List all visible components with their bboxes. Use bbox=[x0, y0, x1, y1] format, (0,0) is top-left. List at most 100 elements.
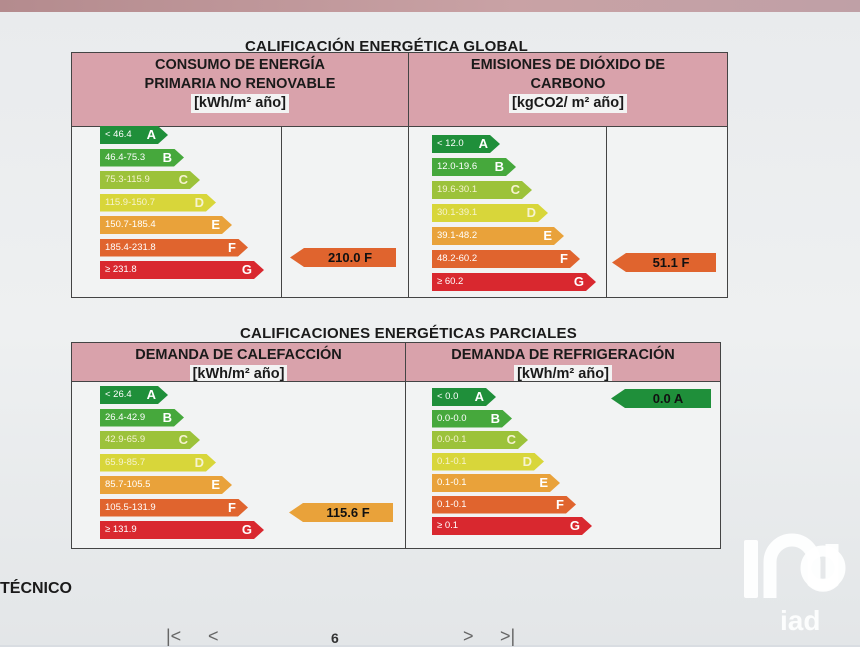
band-letter: A bbox=[474, 389, 484, 404]
band-letter: C bbox=[510, 182, 520, 197]
band-range-label: 39.1-48.2 bbox=[437, 230, 478, 241]
energy-band-a: < 0.0 A bbox=[432, 388, 496, 406]
energy-band-g: ≥ 231.8 G bbox=[100, 261, 264, 279]
emisiones-header: EMISIONES DE DIÓXIDO DE CARBONO [kgCO2/ … bbox=[409, 53, 727, 126]
band-range-label: 12.0-19.6 bbox=[437, 161, 478, 172]
iad-logo: iad bbox=[744, 533, 846, 634]
band-letter: F bbox=[228, 239, 236, 255]
band-letter: B bbox=[494, 159, 504, 174]
band-letter: D bbox=[194, 454, 204, 470]
band-letter: E bbox=[211, 477, 220, 492]
energy-band-b: 46.4-75.3 B bbox=[100, 149, 184, 167]
band-range-label: 48.2-60.2 bbox=[437, 253, 478, 264]
partial-title: CALIFICACIONES ENERGÉTICAS PARCIALES bbox=[240, 325, 577, 342]
band-letter: G bbox=[241, 262, 252, 277]
band-letter: B bbox=[162, 409, 172, 425]
energy-band-d: 0.1-0.1 D bbox=[432, 453, 544, 471]
consumo-rating-indicator: 210.0 F bbox=[290, 248, 396, 267]
energy-band-g: ≥ 0.1 G bbox=[432, 517, 592, 535]
consumo-header: CONSUMO DE ENERGÍA PRIMARIA NO RENOVABLE… bbox=[72, 53, 408, 126]
prev-page-button[interactable]: < bbox=[208, 626, 219, 646]
band-range-label: 150.7-185.4 bbox=[105, 219, 156, 230]
document-page: CALIFICACIÓN ENERGÉTICA GLOBAL CONSUMO D… bbox=[0, 12, 860, 646]
band-letter: E bbox=[539, 475, 548, 490]
energy-band-e: 150.7-185.4 E bbox=[100, 216, 232, 234]
band-range-label: 30.1-39.1 bbox=[437, 207, 478, 218]
energy-band-c: 42.9-65.9 C bbox=[100, 431, 200, 449]
band-letter: D bbox=[194, 194, 204, 210]
band-range-label: 0.1-0.1 bbox=[437, 455, 467, 467]
band-letter: A bbox=[478, 136, 488, 151]
refrigeracion-rating-indicator: 0.0 A bbox=[611, 389, 711, 408]
band-range-label: 0.0-0.1 bbox=[437, 434, 467, 445]
band-letter: B bbox=[490, 410, 500, 426]
refrigeracion-unit: [kWh/m² año] bbox=[514, 365, 612, 384]
band-range-label: ≥ 131.9 bbox=[105, 524, 137, 535]
band-range-label: 115.9-150.7 bbox=[105, 196, 156, 208]
emisiones-header-line1: EMISIONES DE DIÓXIDO DE bbox=[470, 57, 666, 73]
calefaccion-header: DEMANDA DE CALEFACCIÓN [kWh/m² año] bbox=[72, 343, 405, 384]
energy-band-c: 0.0-0.1 C bbox=[432, 431, 528, 449]
energy-band-g: ≥ 60.2 G bbox=[432, 273, 596, 291]
top-bar bbox=[0, 0, 860, 12]
band-range-label: 85.7-105.5 bbox=[105, 479, 151, 490]
energy-band-d: 65.9-85.7 D bbox=[100, 454, 216, 472]
energy-band-b: 12.0-19.6 B bbox=[432, 158, 516, 176]
band-range-label: 185.4-231.8 bbox=[105, 241, 156, 253]
band-range-label: < 0.0 bbox=[437, 391, 459, 402]
energy-band-d: 115.9-150.7 D bbox=[100, 194, 216, 212]
band-letter: G bbox=[569, 518, 580, 533]
energy-band-g: ≥ 131.9 G bbox=[100, 521, 264, 539]
band-range-label: 0.0-0.0 bbox=[437, 412, 467, 424]
band-letter: C bbox=[178, 172, 188, 187]
refrigeracion-header: DEMANDA DE REFRIGERACIÓN [kWh/m² año] bbox=[406, 343, 720, 384]
energy-band-b: 0.0-0.0 B bbox=[432, 410, 512, 428]
next-page-button[interactable]: > bbox=[463, 626, 474, 646]
energy-band-f: 0.1-0.1 F bbox=[432, 496, 576, 514]
band-range-label: ≥ 231.8 bbox=[105, 264, 137, 275]
last-page-button[interactable]: >| bbox=[500, 626, 516, 646]
energy-band-b: 26.4-42.9 B bbox=[100, 409, 184, 427]
energy-band-a: < 12.0 A bbox=[432, 135, 500, 153]
consumo-header-line2: PRIMARIA NO RENOVABLE bbox=[144, 76, 336, 92]
band-range-label: 19.6-30.1 bbox=[437, 184, 478, 195]
energy-band-e: 0.1-0.1 E bbox=[432, 474, 560, 492]
energy-band-c: 75.3-115.9 C bbox=[100, 171, 200, 189]
energy-band-e: 39.1-48.2 E bbox=[432, 227, 564, 245]
band-range-label: ≥ 0.1 bbox=[437, 520, 459, 531]
band-letter: B bbox=[162, 149, 172, 165]
calefaccion-unit: [kWh/m² año] bbox=[189, 365, 288, 384]
first-page-button[interactable]: |< bbox=[166, 626, 182, 646]
energy-band-f: 185.4-231.8 F bbox=[100, 239, 248, 257]
iad-logo-text: iad bbox=[780, 605, 820, 634]
band-letter: C bbox=[178, 432, 188, 447]
band-range-label: 65.9-85.7 bbox=[105, 456, 146, 468]
band-range-label: 105.5-131.9 bbox=[105, 501, 156, 513]
band-letter: F bbox=[556, 496, 564, 512]
energy-band-f: 48.2-60.2 F bbox=[432, 250, 580, 268]
band-range-label: 26.4-42.9 bbox=[105, 411, 146, 423]
calefaccion-header-line1: DEMANDA DE CALEFACCIÓN bbox=[135, 347, 342, 363]
band-letter: F bbox=[228, 499, 236, 515]
page-number: 6 bbox=[331, 630, 339, 646]
band-letter: D bbox=[526, 205, 536, 220]
energy-band-c: 19.6-30.1 C bbox=[432, 181, 532, 199]
band-range-label: 0.1-0.1 bbox=[437, 498, 467, 510]
band-letter: G bbox=[241, 522, 252, 537]
emisiones-rating-indicator: 51.1 F bbox=[612, 253, 716, 272]
consumo-unit: [kWh/m² año] bbox=[191, 94, 289, 113]
band-range-label: 42.9-65.9 bbox=[105, 434, 146, 445]
energy-band-f: 105.5-131.9 F bbox=[100, 499, 248, 517]
band-letter: F bbox=[560, 251, 568, 266]
consumo-header-line1: CONSUMO DE ENERGÍA bbox=[155, 57, 325, 73]
emisiones-header-line2: CARBONO bbox=[530, 76, 606, 92]
global-title: CALIFICACIÓN ENERGÉTICA GLOBAL bbox=[245, 38, 528, 55]
energy-band-a: < 46.4 A bbox=[100, 126, 168, 144]
band-range-label: < 26.4 bbox=[105, 389, 132, 400]
band-letter: G bbox=[573, 274, 584, 289]
energy-band-d: 30.1-39.1 D bbox=[432, 204, 548, 222]
band-range-label: < 12.0 bbox=[437, 138, 464, 149]
energy-band-e: 85.7-105.5 E bbox=[100, 476, 232, 494]
band-range-label: 46.4-75.3 bbox=[105, 151, 146, 163]
refrigeracion-header-line1: DEMANDA DE REFRIGERACIÓN bbox=[451, 347, 675, 363]
